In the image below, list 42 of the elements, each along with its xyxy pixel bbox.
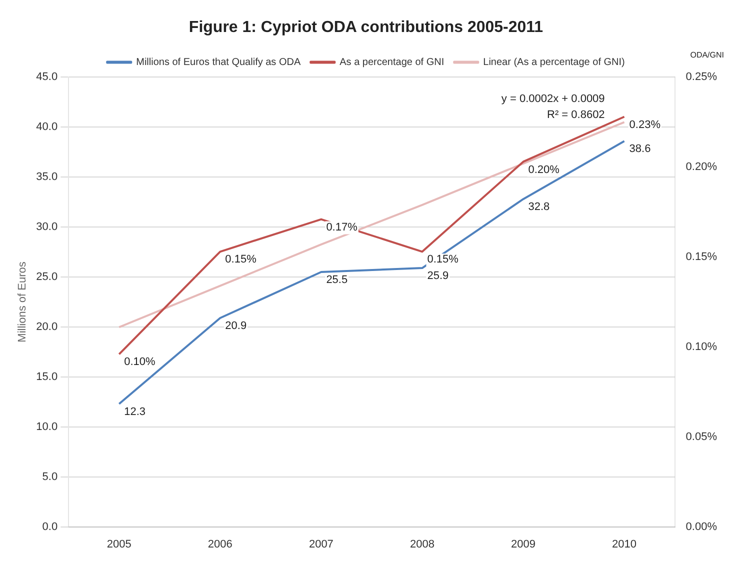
y2-tick-label: 0.20% (686, 161, 718, 174)
x-tick-label: 2007 (308, 538, 334, 550)
chart-title: Figure 1: Cypriot ODA contributions 2005-2011 (188, 19, 544, 36)
y-axis-title: Millions of Euros (16, 261, 29, 342)
data-label: 0.23% (629, 118, 661, 131)
data-label: 0.20% (528, 164, 560, 176)
x-tick-label: 2006 (208, 538, 232, 550)
data-label: 0.15% (427, 254, 459, 266)
x-tick-label: 2008 (410, 538, 434, 550)
annotation: R² = 0.8602 (547, 109, 605, 122)
data-label: 0.17% (326, 221, 358, 234)
y-tick-label: 30.0 (36, 221, 58, 234)
y2-tick-label: 0.15% (686, 251, 718, 264)
data-label: 38.6 (629, 143, 651, 156)
x-tick-label: 2005 (106, 538, 132, 550)
y2-tick-label: 0.10% (686, 340, 718, 353)
y2-axis-title: ODA/GNI (690, 50, 724, 60)
y-tick-label: 0.0 (42, 520, 58, 533)
y-tick-label: 15.0 (36, 370, 58, 383)
data-label: 25.9 (427, 270, 449, 282)
data-label: 12.3 (124, 406, 146, 418)
data-label: 25.5 (326, 274, 348, 286)
y2-tick-label: 0.25% (686, 71, 718, 84)
x-tick-label: 2009 (511, 538, 536, 550)
annotation: y = 0.0002x + 0.0009 (501, 93, 605, 106)
data-label: 32.8 (528, 201, 550, 214)
legend-label: Millions of Euros that Qualify as ODA (136, 56, 301, 68)
y-tick-label: 10.0 (36, 420, 58, 433)
y2-tick-label: 0.00% (686, 520, 718, 533)
y2-tick-label: 0.05% (686, 430, 718, 443)
y-tick-label: 40.0 (36, 121, 58, 134)
y-tick-label: 20.0 (36, 321, 58, 334)
data-label: 20.9 (225, 320, 247, 332)
y-tick-label: 45.0 (36, 71, 58, 84)
y-tick-label: 5.0 (42, 470, 58, 483)
data-label: 0.10% (124, 356, 156, 368)
legend-label: As a percentage of GNI (340, 56, 444, 68)
y-tick-label: 25.0 (36, 271, 58, 284)
x-tick-label: 2010 (612, 538, 637, 550)
y-tick-label: 35.0 (36, 171, 58, 184)
legend-label: Linear (As a percentage of GNI) (483, 56, 625, 68)
data-label: 0.15% (225, 254, 257, 266)
